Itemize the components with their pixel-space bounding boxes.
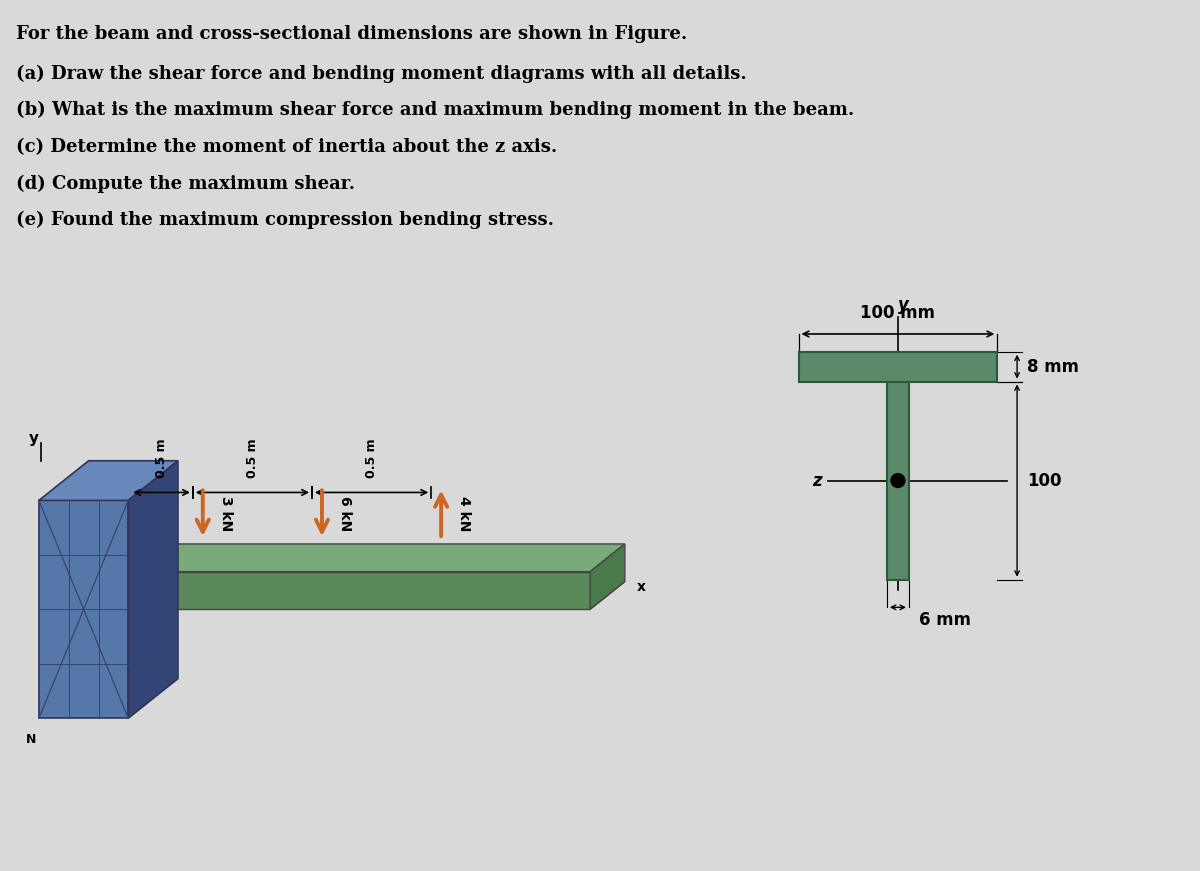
Text: 0.5 m: 0.5 m [365,438,378,477]
Text: 0.5 m: 0.5 m [155,438,168,477]
Text: 100 mm: 100 mm [860,304,936,322]
Text: 3 kN: 3 kN [218,496,233,530]
Polygon shape [38,500,128,719]
Text: 0.5 m: 0.5 m [246,438,259,477]
Polygon shape [128,544,625,571]
Text: 8 mm: 8 mm [1027,358,1079,375]
Text: z: z [811,471,821,490]
Text: (b) What is the maximum shear force and maximum bending moment in the beam.: (b) What is the maximum shear force and … [16,101,854,119]
Text: (e) Found the maximum compression bending stress.: (e) Found the maximum compression bendin… [16,211,554,229]
Text: y: y [899,296,910,314]
Bar [799,352,997,381]
Polygon shape [128,571,590,610]
Text: 4 kN: 4 kN [457,496,470,531]
Text: (d) Compute the maximum shear.: (d) Compute the maximum shear. [16,174,355,192]
Text: For the beam and cross-sectional dimensions are shown in Figure.: For the beam and cross-sectional dimensi… [16,25,688,43]
Text: N: N [25,733,36,746]
Text: y: y [29,431,38,447]
Text: 6 mm: 6 mm [919,611,971,630]
Text: 6 kN: 6 kN [338,496,352,530]
Text: 100: 100 [1027,471,1062,490]
Polygon shape [38,461,178,500]
Circle shape [890,474,905,488]
Text: (c) Determine the moment of inertia about the z axis.: (c) Determine the moment of inertia abou… [16,138,557,156]
Bar [887,381,908,579]
Text: (a) Draw the shear force and bending moment diagrams with all details.: (a) Draw the shear force and bending mom… [16,64,746,83]
Polygon shape [590,544,625,610]
Polygon shape [128,582,625,610]
Polygon shape [128,461,178,719]
Text: x: x [637,579,646,593]
